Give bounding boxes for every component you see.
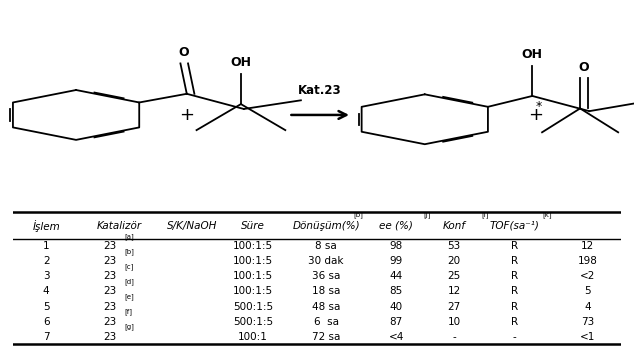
Text: 72 sa: 72 sa (312, 332, 340, 342)
Text: +: + (528, 106, 543, 124)
Text: TOF(sa⁻¹): TOF(sa⁻¹) (490, 221, 540, 230)
Text: [i]: [i] (481, 211, 489, 218)
Text: 7: 7 (43, 332, 49, 342)
Text: 4: 4 (43, 287, 49, 296)
Text: <1: <1 (580, 332, 595, 342)
Text: 23: 23 (103, 256, 117, 266)
Text: <4: <4 (389, 332, 404, 342)
Text: [b]: [b] (124, 248, 134, 255)
Text: [b]: [b] (354, 211, 363, 218)
Text: Dönüşüm(%): Dönüşüm(%) (292, 221, 360, 230)
Text: R: R (511, 316, 519, 327)
Text: 30 dak: 30 dak (308, 256, 344, 266)
Text: 53: 53 (448, 241, 460, 251)
Text: 198: 198 (578, 256, 598, 266)
Text: 500:1:5: 500:1:5 (233, 316, 273, 327)
Text: 100:1:5: 100:1:5 (233, 256, 273, 266)
Text: 10: 10 (448, 316, 460, 327)
Text: Konf: Konf (443, 221, 465, 230)
Text: 23: 23 (103, 302, 117, 312)
Text: +: + (179, 106, 195, 124)
Text: İşlem: İşlem (32, 220, 60, 231)
Text: 36 sa: 36 sa (312, 271, 340, 281)
Text: 12: 12 (581, 241, 595, 251)
Text: [f]: [f] (124, 308, 132, 315)
Text: 73: 73 (581, 316, 595, 327)
Text: R: R (511, 302, 519, 312)
Text: [c]: [c] (124, 263, 133, 270)
Text: 500:1:5: 500:1:5 (233, 302, 273, 312)
Text: O: O (178, 46, 189, 59)
Text: 87: 87 (389, 316, 403, 327)
Text: 40: 40 (389, 302, 403, 312)
Text: ee (%): ee (%) (379, 221, 413, 230)
Text: [g]: [g] (124, 324, 134, 330)
Text: 23: 23 (103, 332, 117, 342)
Text: 100:1:5: 100:1:5 (233, 287, 273, 296)
Text: OH: OH (522, 48, 543, 61)
Text: 99: 99 (389, 256, 403, 266)
Text: R: R (511, 271, 519, 281)
Text: R: R (511, 241, 519, 251)
Text: 44: 44 (389, 271, 403, 281)
Text: 85: 85 (389, 287, 403, 296)
Text: 48 sa: 48 sa (312, 302, 340, 312)
Text: 8 sa: 8 sa (315, 241, 337, 251)
Text: 6: 6 (43, 316, 49, 327)
Text: -: - (452, 332, 456, 342)
Text: 23: 23 (103, 287, 117, 296)
Text: R: R (511, 287, 519, 296)
Text: Kat.23: Kat.23 (299, 84, 342, 96)
Text: 98: 98 (389, 241, 403, 251)
Text: S/K/NaOH: S/K/NaOH (167, 221, 217, 230)
Text: 5: 5 (585, 287, 591, 296)
Text: 3: 3 (43, 271, 49, 281)
Text: [d]: [d] (124, 279, 134, 285)
Text: [k]: [k] (542, 211, 552, 218)
Text: 20: 20 (448, 256, 460, 266)
Text: 18 sa: 18 sa (312, 287, 340, 296)
Text: 100:1:5: 100:1:5 (233, 271, 273, 281)
Text: 25: 25 (448, 271, 460, 281)
Text: 5: 5 (43, 302, 49, 312)
Text: 100:1: 100:1 (238, 332, 268, 342)
Text: <2: <2 (580, 271, 595, 281)
Text: OH: OH (230, 57, 252, 69)
Text: 27: 27 (448, 302, 460, 312)
Text: [e]: [e] (124, 294, 134, 300)
Text: R: R (511, 256, 519, 266)
Text: 100:1:5: 100:1:5 (233, 241, 273, 251)
Text: 1: 1 (43, 241, 49, 251)
Text: [j]: [j] (424, 211, 431, 218)
Text: -: - (513, 332, 517, 342)
Text: 2: 2 (43, 256, 49, 266)
Text: 12: 12 (448, 287, 460, 296)
Text: 23: 23 (103, 316, 117, 327)
Text: 23: 23 (103, 271, 117, 281)
Text: Katalizör: Katalizör (96, 221, 142, 230)
Text: Süre: Süre (241, 221, 265, 230)
Text: *: * (536, 100, 541, 113)
Text: 4: 4 (585, 302, 591, 312)
Text: 6  sa: 6 sa (314, 316, 339, 327)
Text: O: O (578, 61, 588, 74)
Text: [a]: [a] (124, 233, 134, 240)
Text: 23: 23 (103, 241, 117, 251)
